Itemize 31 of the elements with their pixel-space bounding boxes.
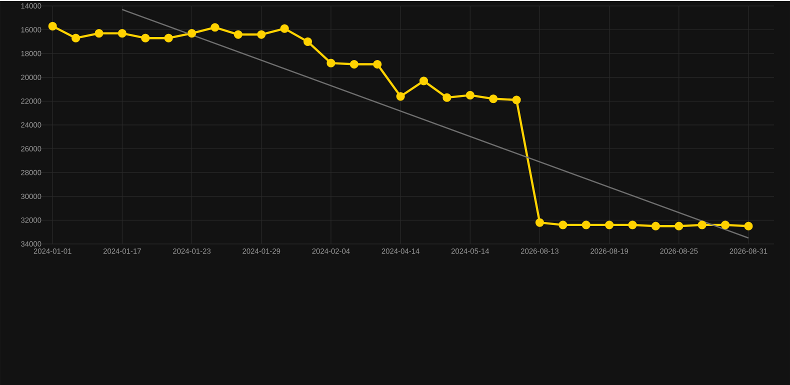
- point: [94, 29, 104, 38]
- point: [234, 30, 242, 39]
- point: [326, 58, 336, 68]
- point: [466, 90, 474, 100]
- point: [744, 222, 753, 230]
- point: [280, 24, 289, 33]
- point: [605, 220, 614, 230]
- point: [651, 222, 660, 230]
- point: [210, 23, 220, 32]
- point: [535, 218, 544, 227]
- point: [720, 220, 730, 230]
- point: [303, 37, 312, 46]
- point: [698, 220, 706, 230]
- point: [419, 76, 428, 86]
- point: [164, 34, 173, 42]
- point: [396, 92, 405, 101]
- point: [141, 34, 150, 42]
- point: [442, 93, 452, 102]
- point: [674, 222, 684, 230]
- point: [187, 29, 196, 38]
- point: [582, 220, 590, 230]
- point: [72, 34, 80, 42]
- point: [373, 60, 382, 69]
- point: [48, 22, 57, 31]
- point: [350, 60, 358, 69]
- point: [558, 220, 568, 230]
- point: [257, 30, 266, 39]
- point: [512, 96, 521, 104]
- point: [118, 29, 126, 38]
- point: [489, 94, 498, 104]
- point: [628, 220, 637, 230]
